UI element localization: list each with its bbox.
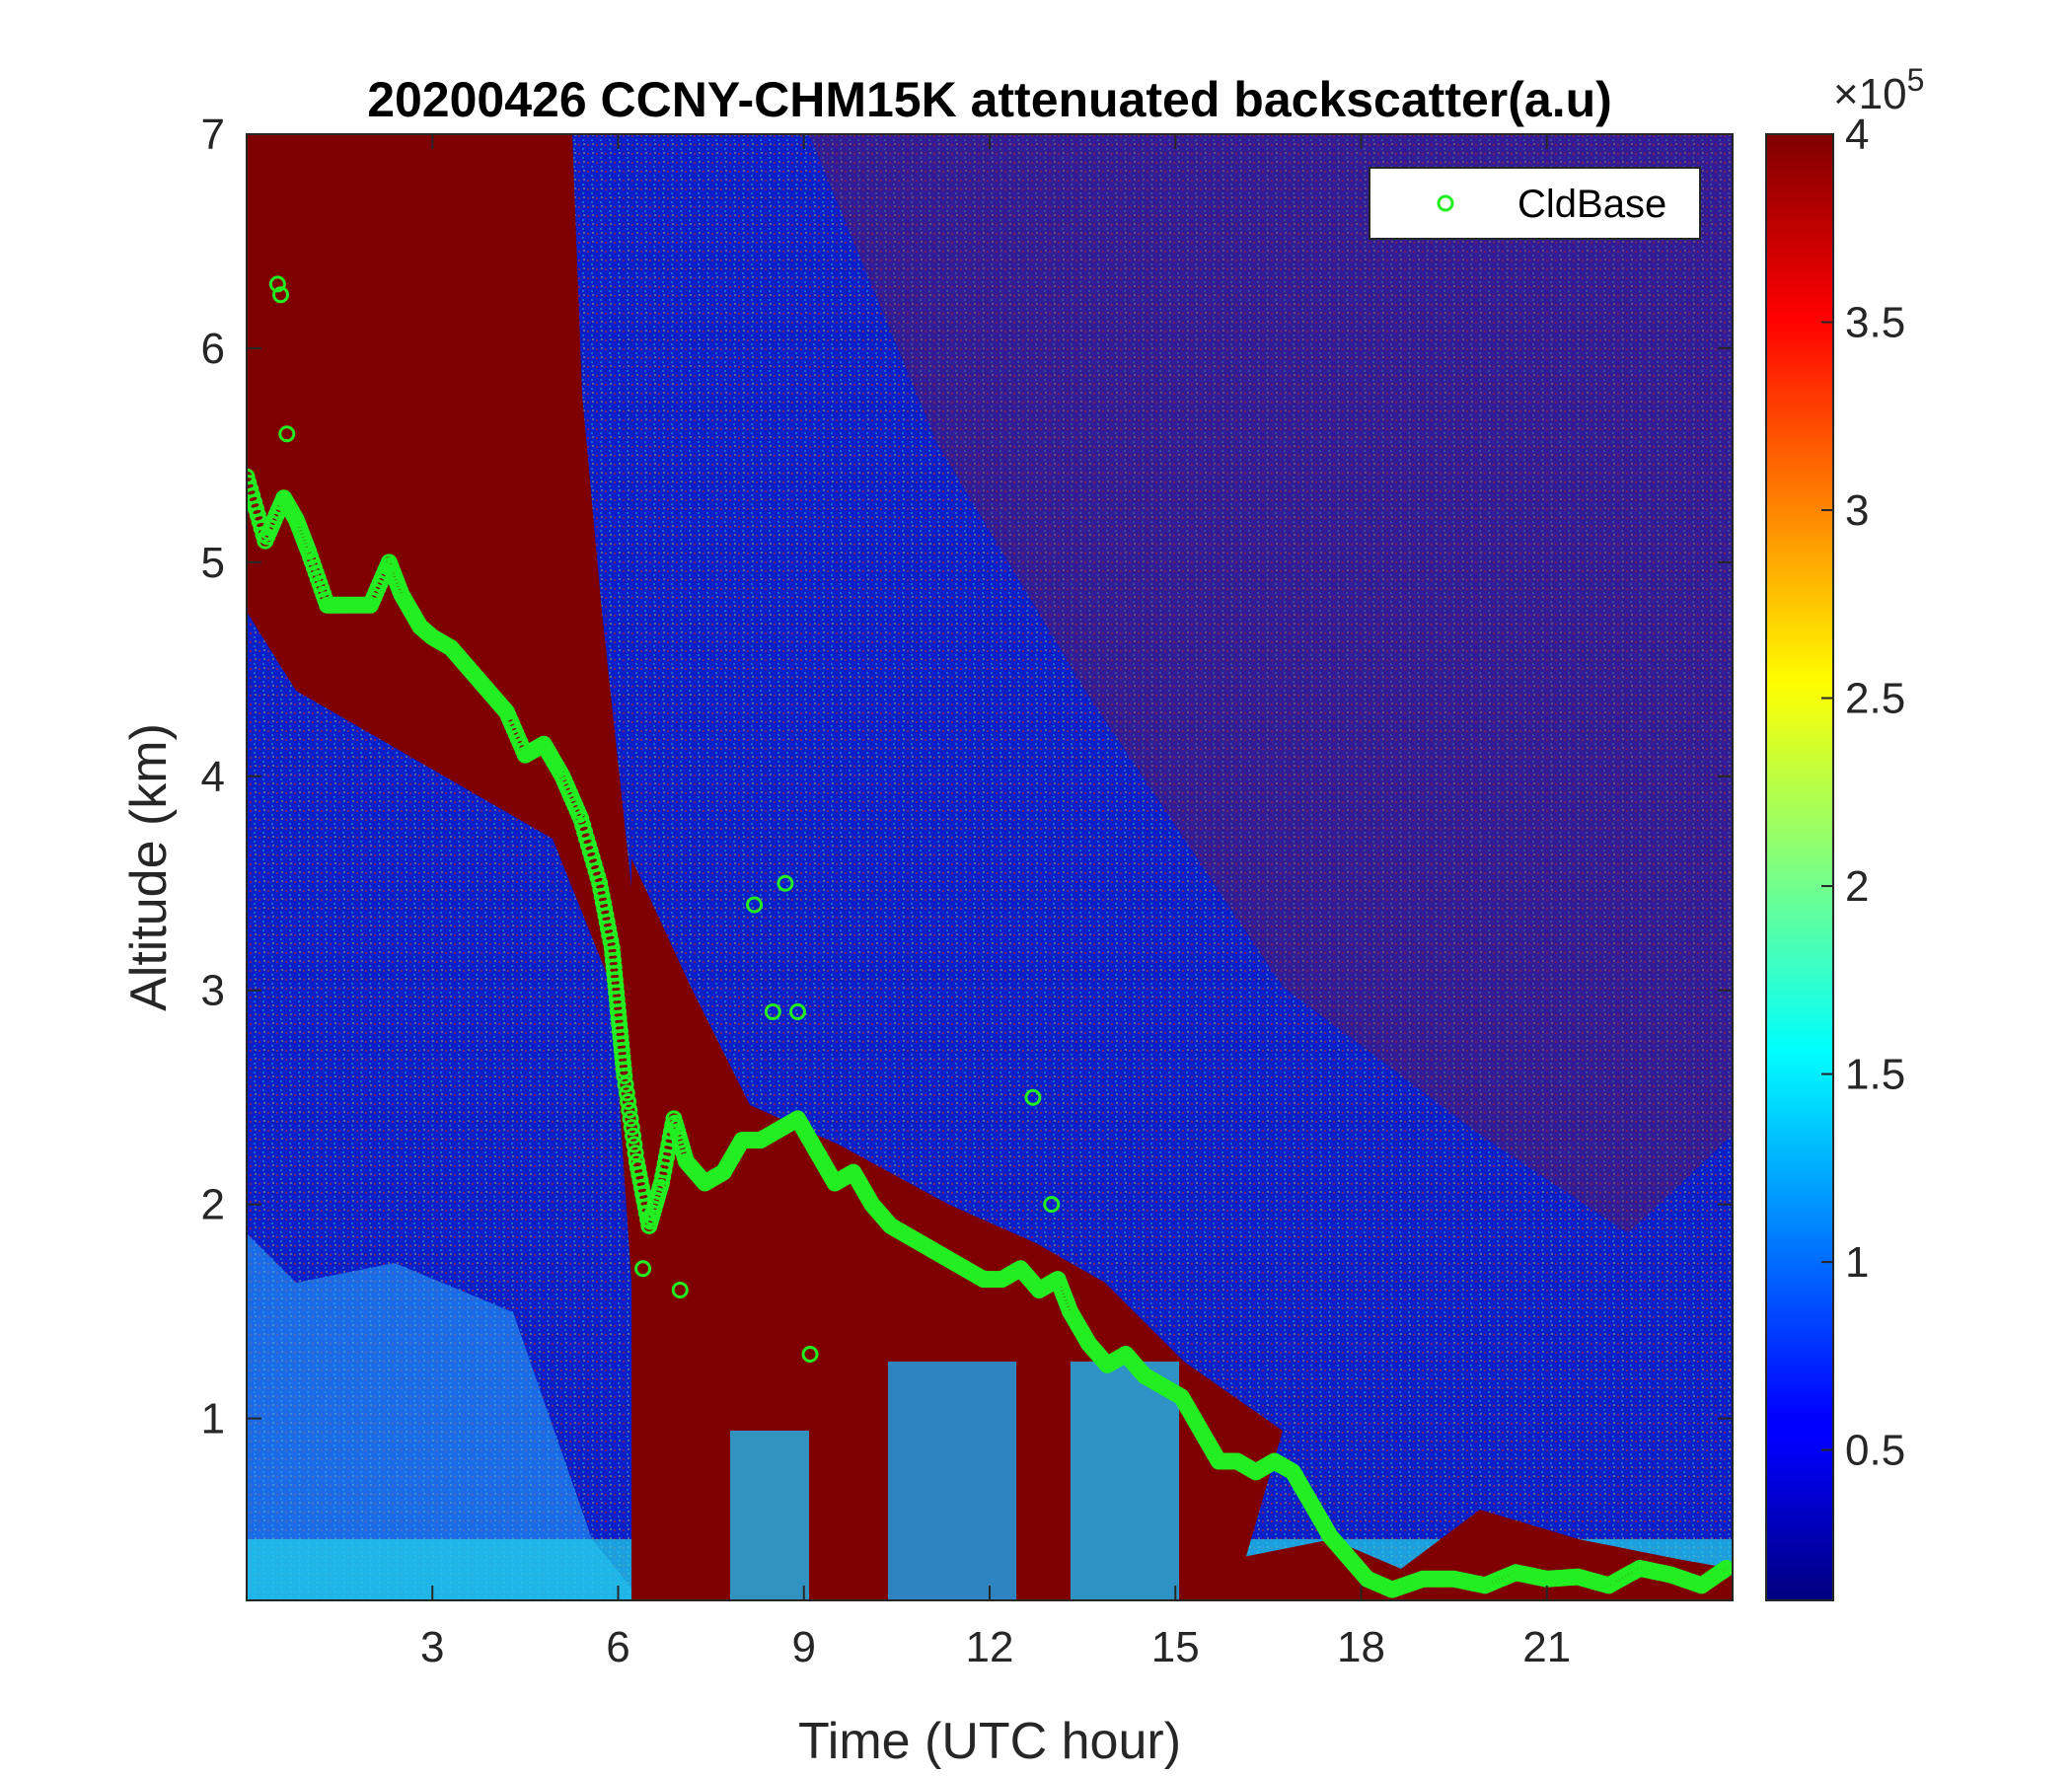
cldbase-point <box>622 1110 639 1128</box>
heatmap-upper-noise-region <box>809 134 1733 1233</box>
cldbase-outlier-point <box>788 1002 806 1020</box>
x-tick-label: 3 <box>420 1623 444 1671</box>
x-tick-label: 6 <box>606 1623 629 1671</box>
cldbase-outlier-point <box>801 1346 819 1364</box>
cldbase-scatter-series <box>247 275 1733 1598</box>
legend: CldBase <box>1369 167 1701 240</box>
heatmap-plot-area <box>247 134 1733 1600</box>
x-axis-label: Time (UTC hour) <box>798 1713 1181 1770</box>
cldbase-outlier-point <box>1024 1088 1042 1106</box>
heatmap-cloud-region <box>247 134 1733 1600</box>
legend-box <box>1369 167 1701 240</box>
colorbar-exponent: ×105 <box>1833 62 1924 118</box>
cldbase-point <box>616 1068 633 1085</box>
y-axis-label: Altitude (km) <box>120 723 178 1011</box>
cldbase-point <box>621 1101 638 1119</box>
colorbar: 0.5 1 1.5 2 2.5 3 3.5 4 ×105 <box>1765 62 1924 1601</box>
cldbase-outlier-point <box>272 286 290 304</box>
x-tick-label: 18 <box>1337 1623 1385 1671</box>
cldbase-point <box>626 1136 643 1153</box>
cldbase-outlier-point <box>278 425 296 443</box>
y-tick-label: 2 <box>201 1181 225 1229</box>
x-tick-label: 15 <box>1151 1623 1200 1671</box>
cldbase-outlier-point <box>268 275 286 293</box>
y-tick-label: 3 <box>201 967 225 1015</box>
y-axis-ticks: 1 2 3 4 5 6 7 <box>201 111 1733 1443</box>
colorbar-tick-label: 3.5 <box>1845 299 1905 347</box>
cldbase-outlier-point <box>634 1260 652 1278</box>
colorbar-tick-label: 1 <box>1845 1238 1869 1287</box>
cldbase-point <box>617 1075 634 1093</box>
colorbar-tick-label: 0.5 <box>1845 1427 1905 1475</box>
colorbar-exponent-base: ×10 <box>1833 70 1907 118</box>
y-tick-label: 7 <box>201 111 225 159</box>
colorbar-ticks: 0.5 1 1.5 2 2.5 3 3.5 4 <box>1821 111 1905 1475</box>
heatmap-boundary-layer <box>247 1233 641 1600</box>
cldbase-point <box>1718 1559 1733 1577</box>
colorbar-exponent-power: 5 <box>1907 62 1925 98</box>
x-tick-label: 21 <box>1522 1623 1571 1671</box>
cldbase-point <box>625 1127 642 1145</box>
colorbar-tick-label: 3 <box>1845 486 1869 535</box>
cldbase-outlier-point <box>777 874 794 892</box>
chart-title: 20200426 CCNY-CHM15K attenuated backscat… <box>367 72 1612 127</box>
legend-marker-cldbase <box>1437 194 1454 212</box>
y-tick-label: 6 <box>201 325 225 373</box>
colorbar-gradient <box>1765 133 1834 1601</box>
y-tick-label: 5 <box>201 539 225 587</box>
cldbase-point <box>618 1084 635 1102</box>
colorbar-tick-label: 2 <box>1845 862 1869 911</box>
x-tick-label: 9 <box>792 1623 816 1671</box>
heatmap-gap-1 <box>730 1431 809 1600</box>
cldbase-point <box>620 1093 637 1111</box>
cldbase-outlier-point <box>671 1281 689 1298</box>
cldbase-outlier-point <box>1043 1196 1061 1214</box>
x-axis-ticks: 3 6 9 12 15 18 21 <box>420 134 1571 1671</box>
x-tick-label: 12 <box>966 1623 1014 1671</box>
colorbar-tick-label: 2.5 <box>1845 675 1905 723</box>
heatmap-gap-2 <box>888 1362 1016 1600</box>
cldbase-outlier-point <box>746 896 764 914</box>
legend-entry-cldbase: CldBase <box>1517 183 1666 226</box>
cldbase-point <box>627 1145 644 1162</box>
cldbase-outlier-point <box>764 1002 781 1020</box>
cldbase-point <box>623 1119 640 1137</box>
colorbar-tick-label: 4 <box>1845 111 1869 159</box>
colorbar-tick-label: 1.5 <box>1845 1051 1905 1099</box>
heatmap-gap-3 <box>1071 1362 1179 1600</box>
y-tick-label: 1 <box>201 1395 225 1443</box>
y-tick-label: 4 <box>201 753 225 801</box>
